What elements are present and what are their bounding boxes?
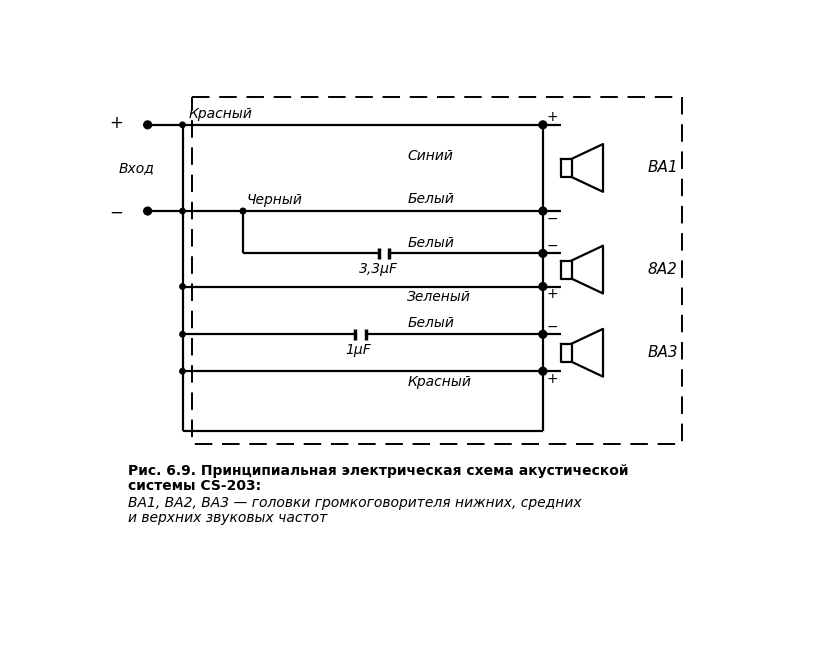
Circle shape <box>539 250 546 257</box>
Circle shape <box>180 284 185 289</box>
Text: −: − <box>547 319 559 333</box>
Text: Черный: Черный <box>247 193 302 207</box>
Circle shape <box>539 122 546 128</box>
Text: BA1: BA1 <box>648 160 678 176</box>
Bar <box>192 97 681 444</box>
Text: Белый: Белый <box>407 192 454 206</box>
Circle shape <box>539 368 546 375</box>
Text: +: + <box>547 372 559 386</box>
Text: Синий: Синий <box>407 148 453 162</box>
Text: +: + <box>547 110 559 124</box>
Text: и верхних звуковых частот: и верхних звуковых частот <box>129 512 328 525</box>
Text: Белый: Белый <box>407 317 454 331</box>
Text: +: + <box>110 114 123 132</box>
Circle shape <box>180 331 185 337</box>
Text: Рис. 6.9. Принципиальная электрическая схема акустической: Рис. 6.9. Принципиальная электрическая с… <box>129 464 629 478</box>
Text: BA3: BA3 <box>648 345 678 360</box>
Circle shape <box>539 208 546 214</box>
Text: Красный: Красный <box>407 375 471 389</box>
Circle shape <box>180 369 185 374</box>
Text: −: − <box>547 212 559 226</box>
Circle shape <box>240 208 245 214</box>
Text: Зеленый: Зеленый <box>407 291 471 305</box>
Text: 1μF: 1μF <box>345 343 371 357</box>
Circle shape <box>539 331 546 338</box>
Text: системы CS-203:: системы CS-203: <box>129 479 261 493</box>
Circle shape <box>240 208 245 214</box>
Circle shape <box>539 283 546 290</box>
Text: +: + <box>547 287 559 301</box>
Text: 8A2: 8A2 <box>648 262 677 277</box>
Text: Вход: Вход <box>118 161 154 175</box>
Text: Белый: Белый <box>407 236 454 250</box>
Text: Красный: Красный <box>189 107 253 121</box>
Text: 3,3μF: 3,3μF <box>360 262 398 276</box>
Circle shape <box>180 122 185 128</box>
Circle shape <box>180 208 185 214</box>
Text: −: − <box>110 204 123 222</box>
Text: BA1, BA2, BA3 — головки громкоговорителя нижних, средних: BA1, BA2, BA3 — головки громкоговорителя… <box>129 496 582 510</box>
Circle shape <box>144 208 151 214</box>
Circle shape <box>144 122 151 128</box>
Text: −: − <box>547 238 559 253</box>
